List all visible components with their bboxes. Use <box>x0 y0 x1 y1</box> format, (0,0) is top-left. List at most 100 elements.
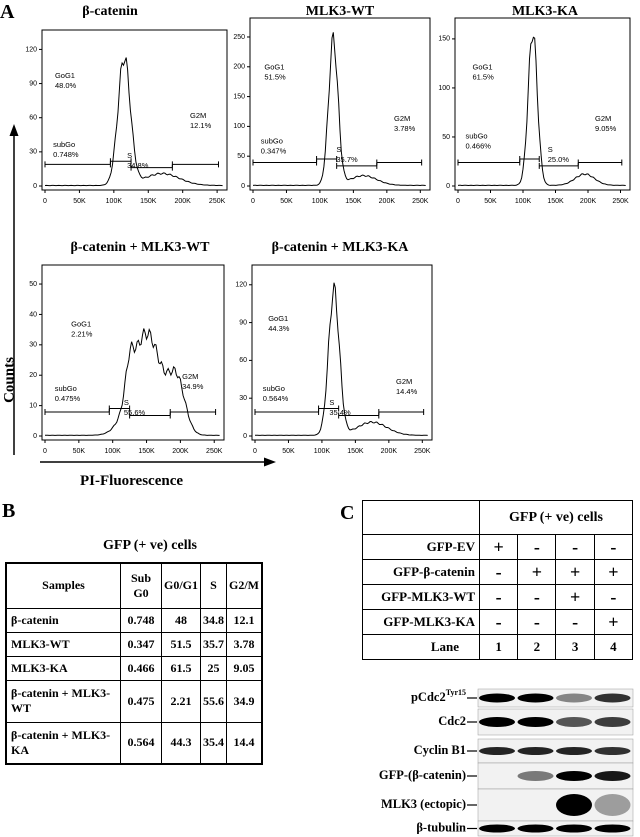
y-tick-label: 30 <box>29 342 37 349</box>
cell-cycle-table: Samples Sub G0 G0/G1 S G2/M β-catenin 0.748 48 3… <box>5 562 263 765</box>
cell: 3.78 <box>226 631 263 657</box>
y-tick-label: 0 <box>33 183 37 190</box>
blot-label: Cyclin B1 <box>414 743 466 757</box>
mark-cell: + <box>517 559 557 585</box>
western-blots: pCdc2Tyr15 Cdc2 Cyclin B1 GFP-(β-catenin) ML… <box>379 688 634 837</box>
gate <box>318 405 340 412</box>
plot-title: MLK3-KA <box>512 4 579 19</box>
gate-label: GoG1 <box>71 319 91 328</box>
y-tick-label: 10 <box>29 402 37 409</box>
y-tick-label: 100 <box>233 123 245 130</box>
mark-cell: - <box>555 534 595 560</box>
histogram-curve <box>255 282 428 436</box>
gate-label: 0.748% <box>53 150 79 159</box>
header-cell: Samples <box>5 562 121 609</box>
header-cell: G2/M <box>226 562 263 609</box>
mark-cell: - <box>517 534 557 560</box>
row-label: GFP-MLK3-WT <box>362 584 480 610</box>
band <box>517 771 554 781</box>
header-cell: GFP (+ ve) cells <box>479 500 633 535</box>
x-tick-label: 250K <box>414 448 431 455</box>
y-tick-label: 60 <box>29 115 37 122</box>
lane-number: 1 <box>478 634 519 660</box>
band <box>556 824 592 833</box>
band <box>556 717 592 727</box>
x-tick-label: 100K <box>105 448 122 455</box>
gate-label: 0.564% <box>263 394 289 403</box>
gate-label: 48.0% <box>55 81 77 90</box>
cell: 2.21 <box>160 679 202 723</box>
x-tick-label: 0 <box>251 198 255 205</box>
blot-strip <box>477 820 634 837</box>
band <box>594 771 631 781</box>
blot-label: β-tubulin <box>416 820 466 834</box>
cell: 61.5 <box>160 655 202 681</box>
gate <box>316 156 338 163</box>
gate-label: subGo <box>55 384 77 393</box>
row-label: GFP-MLK3-KA <box>362 609 480 635</box>
panel-letter: B <box>2 500 16 522</box>
cell: 34.9 <box>226 679 263 723</box>
mark-cell: - <box>478 559 519 585</box>
x-tick-label: 150K <box>345 198 362 205</box>
band <box>517 824 554 833</box>
gate <box>171 161 219 168</box>
cell: β-catenin + MLK3-WT <box>5 679 121 723</box>
row: GFP-β-catenin - + + + <box>362 559 634 585</box>
row: MLK3-WT 0.347 51.5 35.7 3.78 <box>5 631 263 657</box>
y-tick-label: 250 <box>233 34 245 41</box>
cell: 44.3 <box>160 721 202 765</box>
blot-label: MLK3 (ectopic) <box>381 797 466 811</box>
x-tick-label: 50K <box>282 448 295 455</box>
blot-label: pCdc2Tyr15 <box>411 688 466 704</box>
y-tick-label: 90 <box>29 80 37 87</box>
gate-label: S <box>329 398 334 407</box>
x-tick-label: 100K <box>314 448 331 455</box>
cell: 0.748 <box>119 607 162 633</box>
x-tick-label: 0 <box>456 198 460 205</box>
x-tick-label: 250K <box>209 198 226 205</box>
gate-label: 34.8% <box>127 161 149 170</box>
gate-label: S <box>124 398 129 407</box>
cell: 35.7 <box>200 631 227 657</box>
gate-label: G2M <box>394 114 410 123</box>
gate-label: 55.6% <box>124 408 146 417</box>
cell: 0.564 <box>119 721 162 765</box>
mark-cell: - <box>517 609 557 635</box>
row: MLK3-KA 0.466 61.5 25 9.05 <box>5 655 263 681</box>
gate-label: G2M <box>190 111 206 120</box>
header-cell: G0/G1 <box>160 562 202 609</box>
y-tick-label: 120 <box>25 46 37 53</box>
cell: 34.8 <box>200 607 227 633</box>
y-tick-label: 0 <box>243 433 247 440</box>
band <box>479 747 515 755</box>
histogram-curve <box>457 36 626 187</box>
y-tick-label: 100 <box>438 85 450 92</box>
gate-label: 61.5% <box>473 73 495 82</box>
y-tick-label: 50 <box>442 134 450 141</box>
band <box>479 717 515 727</box>
gate-label: 12.1% <box>190 121 212 130</box>
row: GFP-MLK3-WT - - + - <box>362 584 634 610</box>
gate-label: 0.347% <box>261 147 287 156</box>
gate <box>169 409 217 415</box>
gate-label: 25.0% <box>548 155 570 164</box>
band <box>517 693 554 703</box>
y-tick-label: 50 <box>237 153 245 160</box>
gate <box>254 409 320 415</box>
gate-label: 0.466% <box>466 141 492 150</box>
cell: 0.347 <box>119 631 162 657</box>
histogram-curve <box>45 327 220 436</box>
gate-label: S <box>548 145 553 154</box>
x-tick-label: 250K <box>612 198 629 205</box>
x-tick-label: 100K <box>106 198 123 205</box>
gate-label: 35.4% <box>329 408 351 417</box>
gate <box>457 159 521 166</box>
band <box>556 747 592 755</box>
x-tick-label: 0 <box>43 448 47 455</box>
gate-label: 2.21% <box>71 329 93 338</box>
band <box>517 747 554 755</box>
blot-label: GFP-(β-catenin) <box>379 768 466 782</box>
cell: 0.475 <box>119 679 162 723</box>
